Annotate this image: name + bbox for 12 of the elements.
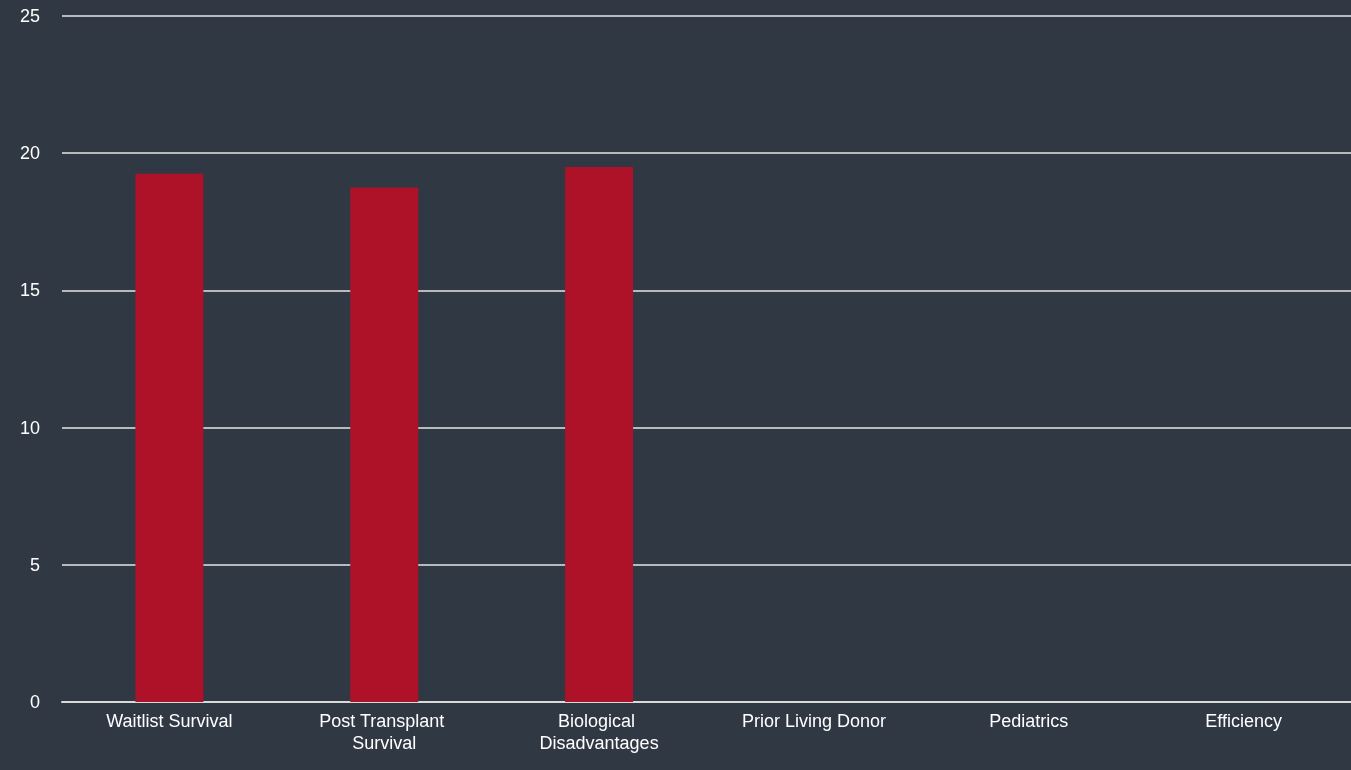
y-tick-label: 20 — [19, 143, 40, 164]
x-tick-label: Pediatrics — [989, 711, 1069, 731]
x-tick-label: Waitlist Survival — [106, 711, 233, 731]
y-tick-label: 15 — [19, 280, 40, 301]
y-tick-label: 0 — [29, 692, 40, 712]
x-tick-label: Post Transplant Survival — [319, 711, 450, 753]
y-tick-label: 10 — [19, 417, 40, 438]
y-tick-label: 25 — [19, 6, 40, 26]
x-tick-label: Prior Living Donor — [741, 711, 886, 731]
y-tick-label: 5 — [29, 554, 40, 575]
x-tick-label: Biological Disadvantages — [539, 711, 659, 753]
x-tick-label: Efficiency — [1205, 711, 1282, 731]
